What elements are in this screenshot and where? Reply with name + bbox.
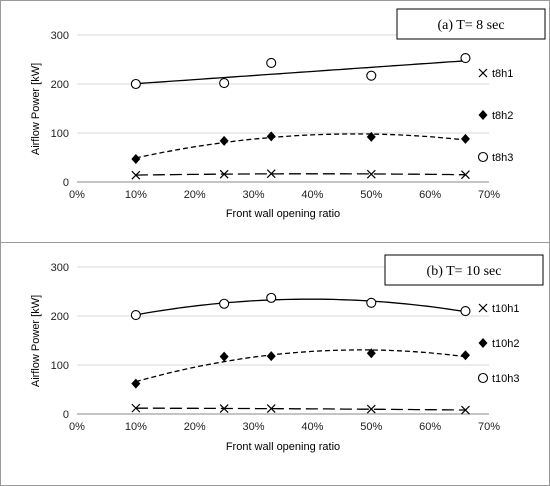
data-point-t10h3 bbox=[130, 309, 141, 321]
x-tick-label: 0% bbox=[69, 189, 85, 201]
trendline-t8h2 bbox=[135, 133, 466, 159]
x-tick-label: 30% bbox=[243, 189, 265, 201]
x-tick-label: 60% bbox=[419, 189, 441, 201]
x-tick-label: 30% bbox=[243, 421, 265, 433]
trendline-t8h3 bbox=[135, 60, 466, 85]
data-point-t10h1 bbox=[461, 405, 470, 415]
data-point-t8h2 bbox=[219, 135, 229, 146]
data-point-t8h1 bbox=[219, 169, 229, 179]
chart-panel-a: 0 100 200 300 0% 10% 20% 30% 40% 50% 60% 70% Front w… bbox=[0, 0, 550, 243]
trendline-t8h1 bbox=[135, 173, 466, 176]
trendline-t10h3 bbox=[135, 298, 466, 316]
chart-title-box bbox=[384, 254, 544, 286]
legend-label-t8h2: t8h2 bbox=[492, 110, 513, 122]
legend-marker-t8h2 bbox=[478, 110, 488, 120]
data-point-t8h1 bbox=[461, 170, 470, 180]
x-tick-label: 50% bbox=[360, 421, 382, 433]
data-point-t10h2 bbox=[266, 351, 276, 362]
y-tick-label: 0 bbox=[63, 409, 69, 421]
data-point-t10h1 bbox=[131, 403, 141, 413]
legend-label-t8h3: t8h3 bbox=[492, 152, 513, 164]
x-tick-label: 70% bbox=[478, 189, 500, 201]
x-tick-label: 0% bbox=[69, 421, 85, 433]
legend-label-t8h1: t8h1 bbox=[492, 68, 513, 80]
x-tick-label: 10% bbox=[125, 421, 147, 433]
x-tick-label: 20% bbox=[184, 189, 206, 201]
chart-svg: 0 100 200 300 0% 10% 20% 30% 40% 50% 60% 70% Front w… bbox=[30, 254, 544, 453]
legend-label-t10h2: t10h2 bbox=[492, 338, 520, 350]
data-point-t8h3 bbox=[266, 57, 277, 68]
data-point-t8h2 bbox=[131, 153, 141, 164]
x-tick-label: 40% bbox=[301, 421, 323, 433]
data-point-t8h2 bbox=[366, 131, 376, 142]
data-point-t10h3 bbox=[266, 292, 277, 303]
data-point-t8h3 bbox=[130, 78, 141, 90]
data-point-t10h2 bbox=[131, 378, 141, 389]
legend-marker-t10h2 bbox=[478, 338, 488, 348]
data-point-t8h3 bbox=[366, 70, 377, 81]
chart-title: (b) T= 10 sec bbox=[427, 264, 502, 279]
y-tick-label: 0 bbox=[63, 177, 69, 189]
data-point-t8h1 bbox=[266, 169, 276, 179]
chart-title: (a) T= 8 sec bbox=[437, 18, 504, 33]
data-point-t10h2 bbox=[460, 350, 470, 361]
y-tick-label: 300 bbox=[51, 30, 69, 42]
legend-marker-t8h1 bbox=[478, 68, 488, 78]
data-point-t8h1 bbox=[131, 170, 141, 180]
x-axis-label: Front wall opening ratio bbox=[226, 441, 340, 453]
y-tick-label: 100 bbox=[51, 360, 69, 372]
legend-marker-t10h3 bbox=[477, 372, 489, 384]
data-point-t8h1 bbox=[366, 169, 376, 179]
data-point-t10h3 bbox=[219, 298, 230, 309]
chart-title-box bbox=[396, 8, 546, 40]
data-point-t10h1 bbox=[219, 404, 229, 414]
legend-label-t10h1: t10h1 bbox=[492, 303, 520, 315]
legend-marker-t8h3 bbox=[477, 151, 489, 163]
y-tick-label: 100 bbox=[51, 128, 69, 140]
x-tick-label: 10% bbox=[125, 189, 147, 201]
data-point-t10h2 bbox=[219, 351, 229, 362]
x-tick-label: 60% bbox=[419, 421, 441, 433]
x-axis-label: Front wall opening ratio bbox=[226, 208, 340, 220]
data-point-t8h3 bbox=[219, 77, 230, 89]
y-tick-label: 300 bbox=[51, 262, 69, 274]
x-tick-label: 50% bbox=[360, 189, 382, 201]
y-tick-label: 200 bbox=[51, 79, 69, 91]
x-tick-label: 40% bbox=[301, 189, 323, 201]
data-point-t10h1 bbox=[266, 404, 276, 414]
trendline-t10h1 bbox=[135, 407, 466, 411]
legend-marker-t10h1 bbox=[478, 303, 488, 313]
data-point-t8h2 bbox=[266, 131, 276, 142]
y-axis-label: Airflow Power [kW] bbox=[30, 63, 42, 155]
data-point-t8h3 bbox=[460, 52, 471, 64]
y-axis-label: Airflow Power [kW] bbox=[30, 295, 42, 387]
chart-panel-b: 0 100 200 300 0% 10% 20% 30% 40% 50% 60% 70% Front w… bbox=[0, 243, 550, 486]
y-tick-label: 200 bbox=[51, 311, 69, 323]
trendline-t10h2 bbox=[135, 349, 466, 383]
x-tick-label: 70% bbox=[478, 421, 500, 433]
data-point-t10h3 bbox=[366, 297, 377, 308]
data-point-t8h2 bbox=[460, 133, 470, 144]
data-point-t10h2 bbox=[366, 348, 376, 359]
data-point-t10h1 bbox=[366, 404, 376, 414]
chart-svg: 0 100 200 300 0% 10% 20% 30% 40% 50% 60% 70% Front w… bbox=[30, 8, 546, 220]
x-tick-label: 20% bbox=[184, 421, 206, 433]
legend-label-t10h3: t10h3 bbox=[492, 373, 520, 385]
data-point-t10h3 bbox=[460, 306, 471, 317]
